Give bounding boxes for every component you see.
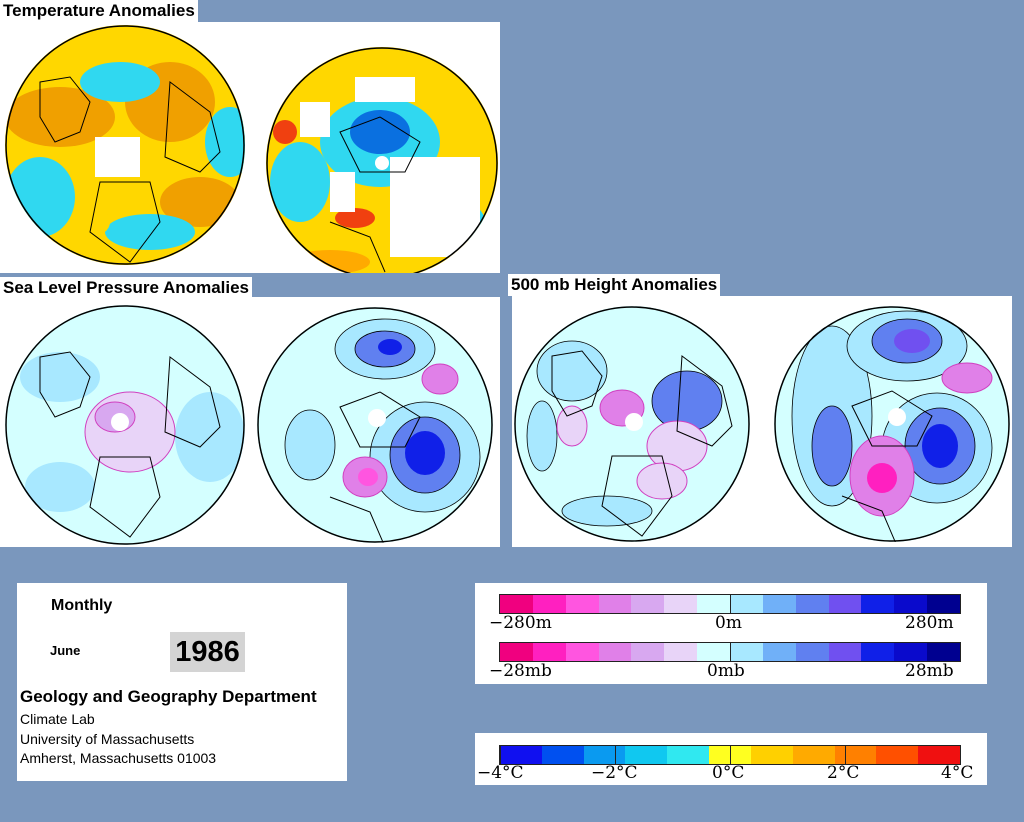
temperature-color-scale [499,745,961,765]
scale-swatch [565,643,599,661]
scale-swatch [894,643,928,661]
height500-map-southern [774,306,1010,542]
scale-swatch [795,595,829,613]
scale-tick-mark [960,746,961,764]
scale-swatch [828,595,862,613]
scale-swatch [625,746,668,764]
info-panel: Monthly June 1986 Geology and Geography … [17,583,347,781]
temp-label-4: 2°C [827,763,860,783]
scale-swatch [500,595,533,613]
scale-swatch [532,595,566,613]
temperature-panel [0,22,500,273]
scale-swatch [541,746,584,764]
scale-tick-mark [730,746,731,764]
scale-swatch [795,643,829,661]
temperature-map-southern [266,47,498,273]
scale-swatch [730,643,763,661]
scale-swatch [876,746,919,764]
scale-swatch [730,595,763,613]
temperature-maps [5,25,498,273]
scale-swatch [927,643,961,661]
height-zero-label: 0m [715,613,742,633]
temperature-map-northern [5,25,245,265]
pressure-max-label: 28mb [905,661,954,681]
scale-swatch [792,746,835,764]
scale-swatch [918,746,960,764]
height-min-label: −280m [489,613,552,633]
year-display: 1986 [170,632,245,672]
scale-swatch [762,643,796,661]
height-color-scale [499,594,961,614]
pressure-zero-label: 0mb [707,661,745,681]
period-label: Monthly [51,597,113,614]
height500-title: 500 mb Height Anomalies [508,274,721,296]
scale-swatch [565,595,599,613]
height500-maps [514,306,1010,542]
lab-name: Climate Lab [20,711,95,727]
department-name: Geology and Geography Department [20,687,317,706]
scale-swatch [762,595,796,613]
scale-tick-mark [730,595,731,613]
scale-swatch [697,595,731,613]
slp-title: Sea Level Pressure Anomalies [0,277,253,299]
scale-swatch [667,746,710,764]
anomaly-legend: −280m 0m 280m −28mb 0mb 28mb [475,583,987,684]
scale-swatch [664,595,698,613]
height500-map-northern [514,306,750,542]
scale-swatch [532,643,566,661]
address-line: Amherst, Massachusetts 01003 [20,750,217,766]
scale-swatch [500,746,542,764]
scale-tick-mark [615,746,616,764]
scale-swatch [697,643,731,661]
pressure-color-scale [499,642,961,662]
slp-map-northern [5,305,245,545]
height-max-label: 280m [905,613,954,633]
scale-swatch [828,643,862,661]
temp-label-1: −4°C [477,763,524,783]
temp-label-2: −2°C [591,763,638,783]
scale-swatch [861,595,895,613]
scale-swatch [598,643,632,661]
temp-label-5: 4°C [941,763,974,783]
scale-tick-mark [730,643,731,661]
temperature-title: Temperature Anomalies [0,0,198,22]
scale-swatch [598,595,632,613]
scale-swatch [927,595,961,613]
scale-swatch [894,595,928,613]
scale-swatch [583,746,626,764]
scale-tick-mark [500,746,501,764]
scale-swatch [834,746,877,764]
temperature-legend: −4°C −2°C 0°C 2°C 4°C [475,733,987,785]
scale-swatch [631,595,665,613]
height500-panel [512,296,1012,547]
scale-tick-mark [845,746,846,764]
slp-map-southern [257,307,493,543]
scale-swatch [861,643,895,661]
scale-swatch [709,746,751,764]
university-name: University of Massachusetts [20,731,195,747]
pressure-min-label: −28mb [489,661,552,681]
temp-label-3: 0°C [712,763,745,783]
scale-swatch [631,643,665,661]
scale-swatch [664,643,698,661]
slp-maps [5,305,493,545]
slp-panel [0,297,500,547]
scale-swatch [500,643,533,661]
scale-swatch [750,746,793,764]
month-label: June [50,643,81,658]
